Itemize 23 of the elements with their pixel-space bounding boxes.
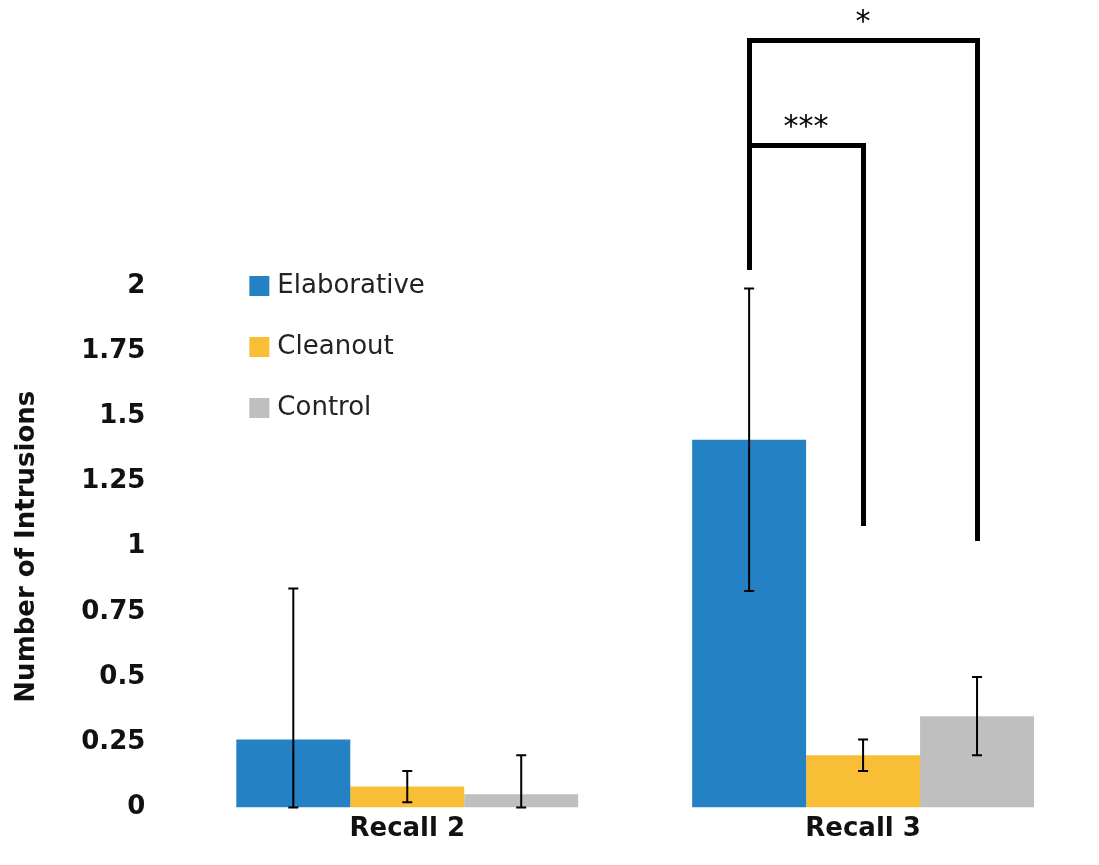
bar [350, 786, 465, 808]
bar [920, 716, 1035, 808]
legend-label: Cleanout [277, 329, 394, 360]
bar [692, 439, 807, 808]
text: * [854, 3, 872, 38]
text: *** [782, 108, 830, 143]
y-tick-label: 1.5 [99, 399, 146, 430]
y-tick-label: 1.25 [81, 464, 146, 495]
x-tick-label: Recall 3 [805, 811, 921, 842]
y-tick-label: 2 [127, 268, 146, 299]
legend-label: Control [277, 390, 372, 421]
y-tick-label: 1.75 [81, 333, 146, 364]
y-tick-label: 0 [127, 790, 146, 821]
bar [464, 794, 579, 808]
x-tick-label: Recall 2 [349, 811, 466, 842]
y-tick-label: 1 [127, 529, 146, 560]
y-tick-label: 0.75 [81, 594, 146, 625]
y-tick-label: 0.25 [81, 724, 146, 755]
bar [236, 739, 351, 808]
y-axis-title: Number of Intrusions [10, 390, 41, 703]
legend-label: Elaborative [277, 268, 425, 299]
y-tick-label: 0.5 [99, 659, 146, 690]
bar [806, 755, 921, 808]
